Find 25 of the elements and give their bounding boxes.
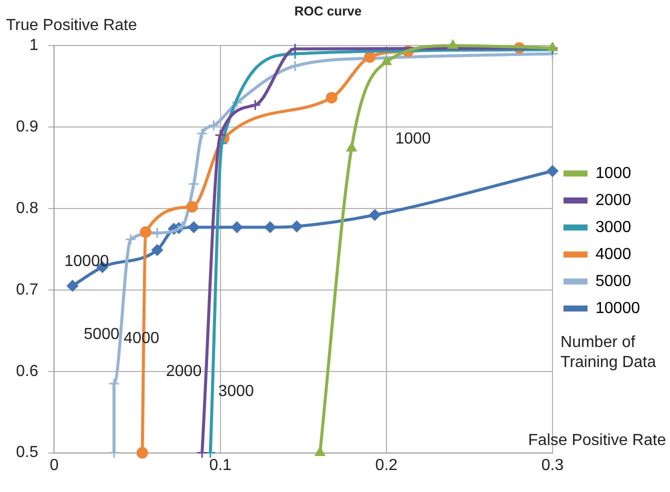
y-tick-label: 0.7 [16,281,38,298]
legend-label: 4000 [596,246,632,263]
legend-label: 10000 [596,300,640,317]
y-tick-label: 0.9 [16,118,38,136]
annotation: 2000 [166,362,202,380]
legend-label: 5000 [596,272,632,290]
legend-label: 2000 [596,192,632,209]
legend-label: 3000 [596,218,632,236]
annotation: 1000 [395,130,431,148]
y-tick-label: 1 [29,37,38,54]
x-tick-label: 0.1 [209,456,232,474]
chart-title: ROC curve [294,3,362,18]
x-tick-label: 0.2 [375,456,398,474]
legend-title: Number of Training Data [560,334,656,371]
annotation: 10000 [64,252,109,270]
annotation: 5000 [84,326,120,344]
y-axis-title: True Positive Rate [6,17,138,34]
x-axis-title: False Positive Rate [528,432,666,450]
y-tick-label: 0.5 [16,444,38,462]
x-tick-label: 0.3 [541,456,564,474]
annotation: 3000 [218,383,254,400]
x-tick-label: 0 [50,456,59,474]
legend-label: 1000 [596,164,632,182]
y-tick-label: 0.6 [16,362,38,380]
y-tick-label: 0.8 [16,200,38,217]
